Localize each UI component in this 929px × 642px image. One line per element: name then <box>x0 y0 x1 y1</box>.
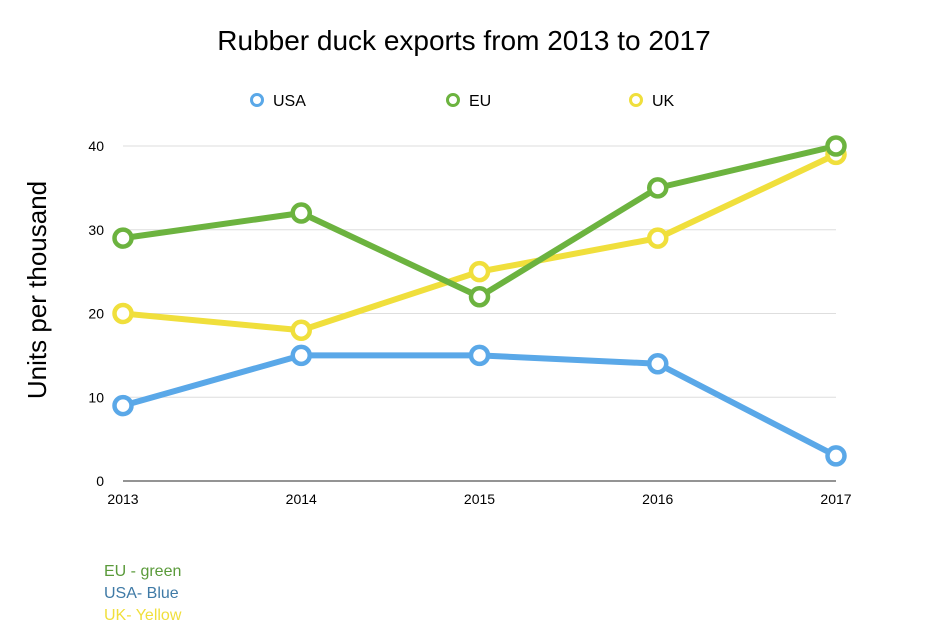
note-usa: USA- Blue <box>104 585 179 602</box>
legend-label-eu: EU <box>469 93 491 110</box>
y-axis-ticks: 0 10 20 30 40 <box>88 138 104 489</box>
point-eu-2016 <box>647 177 669 199</box>
y-tick-label-0: 0 <box>96 473 104 489</box>
y-axis-label: Units per thousand <box>22 181 52 399</box>
y-tick-label-40: 40 <box>88 138 104 154</box>
point-eu-2017 <box>825 135 847 157</box>
point-uk-2015 <box>468 260 491 283</box>
color-notes: EU - green USA- Blue UK- Yellow <box>104 561 181 627</box>
x-tick-label-2017: 2017 <box>820 491 851 507</box>
x-tick-label-2014: 2014 <box>286 491 317 507</box>
legend-marker-usa <box>250 93 264 107</box>
y-tick-label-30: 30 <box>88 222 104 238</box>
series-points <box>112 135 847 467</box>
y-tick-label-10: 10 <box>88 389 104 405</box>
x-tick-label-2013: 2013 <box>107 491 138 507</box>
point-eu-2015 <box>468 286 491 308</box>
point-usa-2015 <box>468 344 491 367</box>
point-eu-2014 <box>290 202 312 224</box>
series-line-usa <box>120 352 839 459</box>
point-usa-2013 <box>112 394 134 417</box>
point-uk-2016 <box>647 227 669 249</box>
point-uk-2013 <box>112 302 134 325</box>
point-usa-2017 <box>825 445 847 467</box>
chart-title: Rubber duck exports from 2013 to 2017 <box>217 25 710 56</box>
legend-label-uk: UK <box>652 93 675 110</box>
x-axis-ticks: 2013 2014 2015 2016 2017 <box>107 491 851 507</box>
legend-marker-uk <box>629 93 643 107</box>
x-tick-label-2016: 2016 <box>642 491 673 507</box>
legend: USA EU UK <box>250 93 675 110</box>
note-uk: UK- Yellow <box>104 607 182 624</box>
point-eu-2013 <box>112 227 134 249</box>
x-tick-label-2015: 2015 <box>464 491 495 507</box>
point-usa-2014 <box>290 344 312 367</box>
legend-marker-eu <box>446 93 460 107</box>
note-eu: EU - green <box>104 563 182 580</box>
point-usa-2016 <box>647 353 669 375</box>
y-tick-label-20: 20 <box>88 306 104 322</box>
point-uk-2014 <box>290 319 312 341</box>
legend-label-usa: USA <box>273 93 306 110</box>
